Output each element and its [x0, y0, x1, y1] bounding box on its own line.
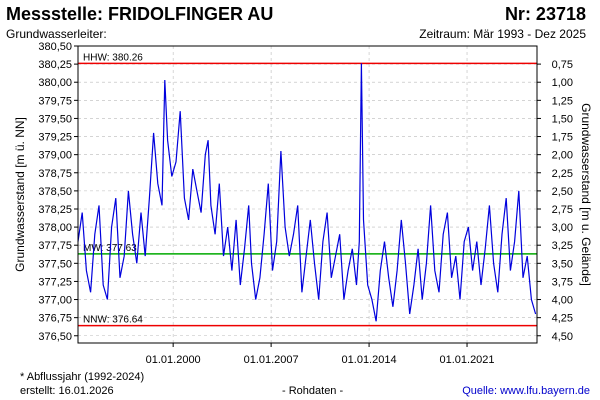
aquifer-label: Grundwasserleiter: — [6, 27, 107, 41]
y2-tick-label: 2,25 — [552, 168, 573, 180]
y-tick-label: 380,25 — [38, 59, 72, 71]
y2-tick-label: 1,00 — [552, 77, 573, 89]
y2-tick-label: 3,50 — [552, 258, 573, 270]
y-tick-label: 379,75 — [38, 95, 72, 107]
x-axis: 01.01.2000 01.01.2007 01.01.2014 01.01.2021 — [146, 343, 495, 366]
y2-tick-label: 2,75 — [552, 204, 573, 216]
source-link[interactable]: www.lfu.bayern.de — [500, 385, 590, 397]
y-axis-left: 376,50 376,75 377,00 377,25 377,50 377,75 378,… — [38, 41, 78, 343]
footnote: * Abflussjahr (1992-2024) — [20, 371, 145, 383]
y-tick-label: 376,75 — [38, 313, 72, 325]
y2-tick-label: 4,50 — [552, 331, 573, 343]
created-date: erstellt: 16.01.2026 — [20, 385, 114, 397]
y2-tick-label: 2,50 — [552, 186, 573, 198]
y-tick-label: 378,25 — [38, 204, 72, 216]
y2-tick-label: 2,00 — [552, 150, 573, 162]
grid — [78, 45, 537, 343]
y-tick-label: 379,50 — [38, 113, 72, 125]
x-tick-label: 01.01.2014 — [342, 354, 397, 366]
y2-tick-label: 1,25 — [552, 95, 573, 107]
x-tick-label: 01.01.2021 — [439, 354, 494, 366]
y2-tick-label: 3,25 — [552, 240, 573, 252]
raw-data-label: - Rohdaten - — [282, 385, 344, 397]
reference-label-nnw: NNW: 376.64 — [83, 315, 143, 326]
y2-tick-label: 0,75 — [552, 59, 573, 71]
y-tick-label: 377,25 — [38, 276, 72, 288]
y-tick-label: 377,75 — [38, 240, 72, 252]
y-tick-label: 380,00 — [38, 77, 72, 89]
y-axis-right: 4,50 4,25 4,00 3,75 3,50 3,25 3,00 2,75 2,50 2,25… — [537, 59, 573, 343]
y-tick-label: 377,00 — [38, 295, 72, 307]
station-title: Messstelle: FRIDOLFINGER AU — [6, 4, 274, 24]
y2-tick-label: 4,25 — [552, 313, 573, 325]
y2-axis-label: Grundwasserstand [m u. Gelände] — [579, 103, 593, 286]
y-tick-label: 380,50 — [38, 41, 72, 53]
y2-tick-label: 3,75 — [552, 276, 573, 288]
plot-frame — [77, 45, 538, 344]
reference-label-hhw: HHW: 380.26 — [83, 52, 143, 63]
y-tick-label: 378,00 — [38, 222, 72, 234]
y-tick-label: 379,00 — [38, 150, 72, 162]
period-label: Zeitraum: Mär 1993 - Dez 2025 — [419, 27, 586, 41]
series-line-groundwater — [77, 63, 537, 322]
y-tick-label: 378,75 — [38, 168, 72, 180]
source: Quelle: www.lfu.bayern.de — [462, 385, 590, 397]
source-label: Quelle: — [462, 385, 498, 397]
y-tick-label: 377,50 — [38, 258, 72, 270]
y-axis-label: Grundwasserstand [m ü. NN] — [13, 117, 27, 272]
y2-tick-label: 1,75 — [552, 132, 573, 144]
station-number: Nr: 23718 — [504, 4, 586, 24]
y2-tick-label: 4,00 — [552, 295, 573, 307]
y-tick-label: 376,50 — [38, 331, 72, 343]
y2-tick-label: 1,50 — [552, 113, 573, 125]
y2-tick-label: 3,00 — [552, 222, 573, 234]
x-tick-label: 01.01.2000 — [146, 354, 201, 366]
x-tick-label: 01.01.2007 — [244, 354, 299, 366]
y-tick-label: 379,25 — [38, 132, 72, 144]
y-tick-label: 378,50 — [38, 186, 72, 198]
